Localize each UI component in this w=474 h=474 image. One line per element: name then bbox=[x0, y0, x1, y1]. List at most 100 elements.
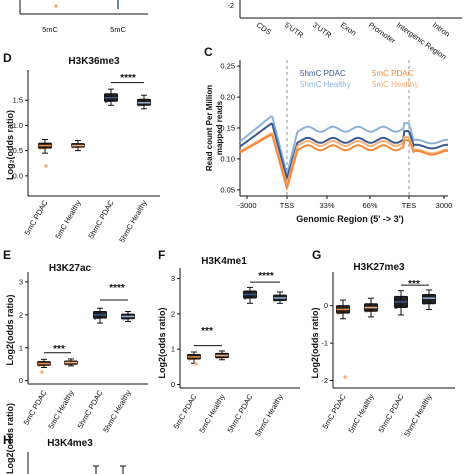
category-label: CDS bbox=[255, 20, 273, 36]
y-tick-label: -2 bbox=[227, 1, 234, 10]
y-axis-label: Log2(odds ratio) bbox=[310, 308, 320, 379]
panel-label: E bbox=[3, 248, 11, 262]
x-tick-label: 3000 bbox=[436, 201, 453, 210]
significance-label: **** bbox=[109, 283, 125, 294]
y-axis-label-line2: mapped reads bbox=[215, 100, 224, 155]
outlier-point bbox=[54, 4, 58, 8]
panel-label: D bbox=[3, 51, 12, 65]
x-tick-label: 5mC PDAC bbox=[321, 392, 348, 431]
y-tick-label: 0.10 bbox=[220, 154, 235, 163]
y-tick-label: 0.05 bbox=[220, 185, 235, 194]
x-axis-label: Genomic Region (5' -> 3') bbox=[296, 214, 404, 224]
panel-title: H3K36me3 bbox=[68, 56, 120, 67]
y-tick-label: 2 bbox=[171, 309, 175, 318]
legend-entry: 5hmC PDAC bbox=[300, 69, 346, 78]
panel-title: H3K4me1 bbox=[201, 256, 247, 267]
x-tick-label: 5hmC PDAC bbox=[376, 392, 406, 434]
y-tick-label: 1.0 bbox=[13, 121, 23, 130]
x-tick-label: 5hmC PDAC bbox=[75, 388, 105, 430]
y-axis-label: Log2(odds ratio) bbox=[5, 403, 15, 474]
x-tick-label: 5mC PDAC bbox=[22, 388, 49, 427]
significance-label: *** bbox=[408, 279, 420, 290]
x-tick-label: TES bbox=[402, 201, 417, 210]
y-axis-label: Log2(odds ratio) bbox=[157, 308, 167, 379]
legend-entry: 5mC PDAC bbox=[372, 69, 414, 78]
box bbox=[422, 293, 436, 305]
panel-title: H3K27me3 bbox=[353, 262, 405, 273]
series-line bbox=[239, 133, 448, 192]
x-tick-label: TSS bbox=[280, 201, 295, 210]
y-tick-label: 0.0 bbox=[13, 171, 23, 180]
series-line bbox=[239, 115, 449, 178]
category-label: Intron bbox=[431, 20, 452, 38]
panel-label: G bbox=[312, 248, 321, 262]
top-strip-right: -2 CDS 5'UTR 3'UTR Exon Promoter Interge… bbox=[227, 0, 462, 61]
panel-h: H H3K4me3 Log2(odds ratio) bbox=[3, 403, 126, 474]
x-tick-label: 5mC Healthy bbox=[46, 388, 76, 430]
category-label: Promoter bbox=[367, 20, 398, 45]
y-tick-label: 3 bbox=[171, 274, 175, 283]
panel-label: H bbox=[3, 433, 12, 447]
x-tick-label: 5mC Healthy bbox=[346, 392, 376, 434]
category-label: 5'UTR bbox=[283, 20, 306, 40]
x-tick-label: 5hmC PDAC bbox=[225, 392, 255, 434]
x-tick-label: 5mC PDAC bbox=[23, 198, 50, 237]
outlier-point bbox=[40, 370, 44, 374]
y-tick-label: -2 bbox=[321, 376, 328, 385]
y-axis-label: Log2(odds ratio) bbox=[5, 295, 15, 366]
y-tick-label: 3 bbox=[19, 277, 23, 286]
y-tick-label: 0.20 bbox=[220, 93, 235, 102]
x-tick-label: 66% bbox=[362, 201, 377, 210]
category-label: 3'UTR bbox=[311, 20, 334, 40]
y-tick-label: 0.5 bbox=[13, 146, 23, 155]
y-tick-label: 0.25 bbox=[220, 62, 235, 71]
x-tick-label: 33% bbox=[319, 201, 334, 210]
series-line bbox=[239, 132, 449, 188]
category-label: Exon bbox=[339, 20, 358, 37]
panel-label: C bbox=[204, 45, 213, 59]
panel-g: G H3K27me3 Log2(odds ratio) 0 -1 -2 5mC PDA… bbox=[310, 248, 455, 438]
outlier-point bbox=[44, 164, 48, 168]
y-tick-label: 1.5 bbox=[13, 96, 23, 105]
significance-label: *** bbox=[53, 344, 65, 355]
significance-label: **** bbox=[258, 271, 274, 282]
x-tick-label: -3000 bbox=[237, 201, 256, 210]
legend-entry: 5hmC Healthy bbox=[300, 80, 351, 89]
plot-area: 0.05 0.10 0.15 0.20 0.25 -3000 TSS 33% 66% TES 300… bbox=[220, 60, 452, 210]
outlier-point bbox=[343, 375, 347, 379]
panel-d: D H3K36me3 Log₂(odds ratio) 0.0 0.5 1.0 1.5… bbox=[3, 51, 160, 244]
significance-label: **** bbox=[120, 73, 136, 84]
y-tick-label: 1 bbox=[19, 343, 23, 352]
y-tick-label: 0 bbox=[324, 301, 328, 310]
y-tick-label: 0 bbox=[19, 376, 23, 385]
panel-title: H3K27ac bbox=[49, 263, 92, 274]
y-tick-label: 0.15 bbox=[220, 124, 235, 133]
x-tick-label: 5mC bbox=[110, 25, 126, 34]
x-tick-label: 5hmC Healthy bbox=[402, 392, 434, 438]
y-axis-label: Log₂(odds ratio) bbox=[5, 110, 15, 180]
legend-entry: 5mC Healthy bbox=[372, 80, 418, 89]
significance-label: *** bbox=[201, 326, 213, 337]
y-tick-label: 2 bbox=[19, 310, 23, 319]
y-tick-label: -1 bbox=[321, 339, 328, 348]
x-tick-label: 5hmC PDAC bbox=[86, 198, 116, 240]
x-tick-label: 5mC PDAC bbox=[172, 392, 199, 431]
x-tick-label: 5hmC Healthy bbox=[117, 198, 149, 244]
y-axis-label-line1: Read count Per Million bbox=[205, 85, 214, 171]
outlier-point bbox=[194, 362, 198, 366]
top-strip-left: 5mC 5mC bbox=[19, 0, 148, 34]
panel-label: F bbox=[158, 248, 165, 262]
panel-c: C Read count Per Million mapped reads 0.… bbox=[204, 45, 452, 224]
y-tick-label: 1 bbox=[171, 345, 175, 354]
x-tick-label: 5hmC Healthy bbox=[101, 388, 133, 434]
x-tick-label: 5mC Healthy bbox=[197, 392, 227, 434]
y-tick-label: 0 bbox=[171, 380, 175, 389]
plot-area: 0.0 0.5 1.0 1.5 5mC PDAC 5mC Healthy 5hmC PDAC… bbox=[13, 70, 160, 244]
panel-title: H3K4me3 bbox=[47, 438, 93, 449]
